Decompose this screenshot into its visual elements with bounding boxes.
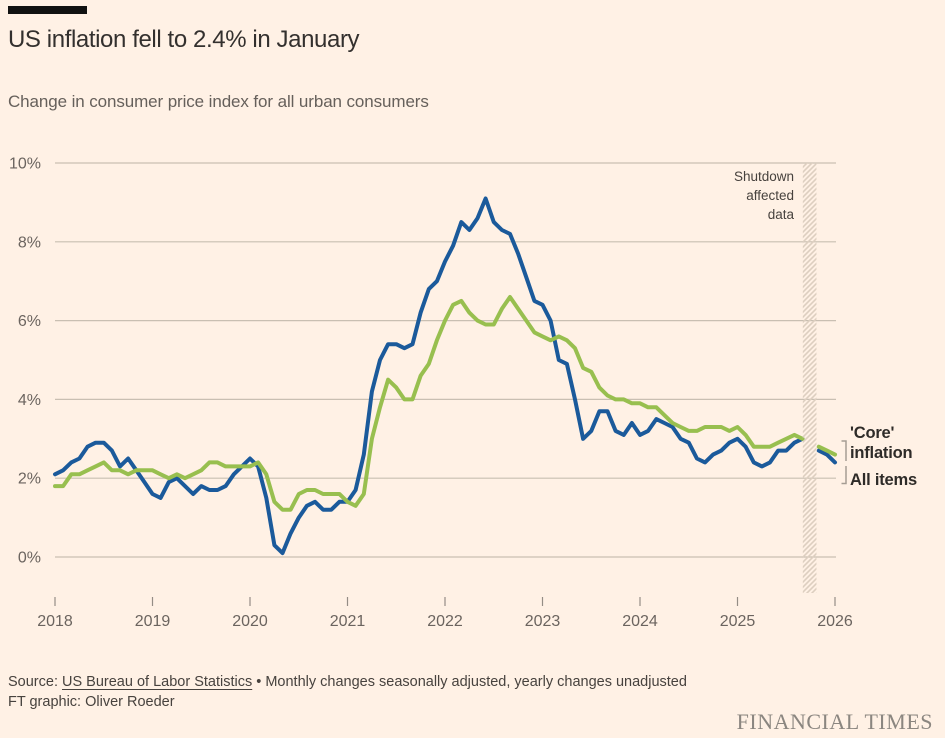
source-line: Source: US Bureau of Labor Statistics • …: [8, 672, 688, 692]
x-tick-label: 2024: [622, 613, 658, 630]
shutdown-annotation-line: data: [767, 207, 794, 222]
core-inflation-series-label: 'Core' inflation: [850, 424, 913, 462]
line-core-inflation-post-shutdown: [816, 444, 837, 457]
y-tick-label: 8%: [18, 234, 41, 251]
y-tick-label: 4%: [18, 392, 41, 409]
page-title: US inflation fell to 2.4% in January: [8, 26, 360, 53]
x-tick-label: 2020: [232, 613, 268, 630]
y-tick-label: 6%: [18, 313, 41, 330]
shutdown-annotation: Shutdown affected data: [734, 167, 794, 224]
line-core-inflation: [53, 295, 805, 512]
x-tick-label: 2019: [135, 613, 171, 630]
shutdown-annotation-line: affected: [746, 188, 794, 203]
y-tick-label: 0%: [18, 550, 41, 567]
graphic-credit: FT graphic: Oliver Roeder: [8, 694, 175, 710]
source-label: Source:: [8, 674, 62, 690]
x-tick-label: 2026: [817, 613, 853, 630]
line-all-items-post-shutdown: [816, 448, 837, 465]
x-axis: 2018 2019 2020 2021 2022 2023 2024 2025 2026: [37, 597, 853, 630]
x-tick-label: 2022: [427, 613, 463, 630]
label-leader-lines: [841, 440, 847, 485]
shutdown-annotation-line: Shutdown: [733, 169, 794, 184]
x-tick-label: 2021: [330, 613, 366, 630]
shutdown-affected-band: [802, 163, 817, 593]
shutdown-band: [802, 163, 817, 593]
y-tick-label: 10%: [9, 156, 41, 173]
x-tick-label: 2018: [37, 613, 73, 630]
financial-times-wordmark: FINANCIAL TIMES: [736, 709, 933, 734]
source-method-note: • Monthly changes seasonally adjusted, y…: [252, 674, 687, 690]
line-all-items: [53, 196, 805, 556]
chart-subtitle: Change in consumer price index for all u…: [8, 92, 429, 111]
gridlines: 0% 2% 4% 6% 8% 10%: [9, 156, 836, 567]
core-label-leader: [841, 440, 847, 461]
ft-accent-bar: [8, 6, 87, 14]
all-items-label-leader: [841, 466, 847, 485]
x-tick-label: 2025: [720, 613, 756, 630]
x-tick-label: 2023: [525, 613, 561, 630]
all-items-series-label: All items: [850, 471, 917, 489]
source-note: Source: US Bureau of Labor Statistics • …: [8, 672, 688, 712]
source-link[interactable]: US Bureau of Labor Statistics: [62, 674, 253, 690]
data-series: [53, 196, 837, 556]
y-tick-label: 2%: [18, 471, 41, 488]
